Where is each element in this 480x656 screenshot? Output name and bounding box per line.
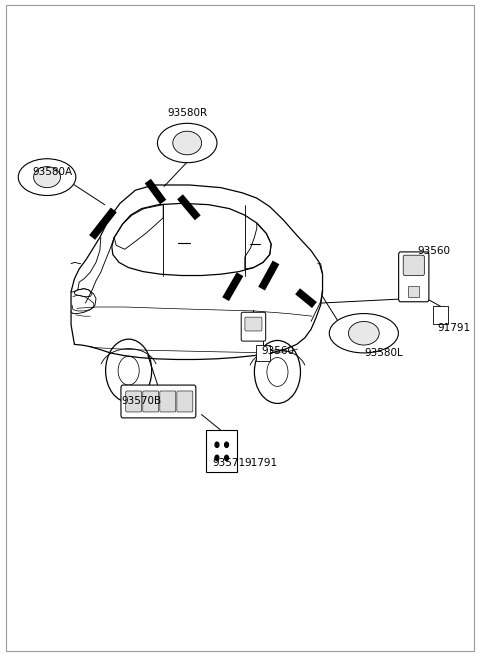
FancyBboxPatch shape: [408, 286, 419, 297]
Text: 93570B: 93570B: [121, 396, 161, 407]
Ellipse shape: [173, 131, 202, 155]
Text: 93571: 93571: [212, 458, 245, 468]
FancyBboxPatch shape: [256, 345, 270, 361]
Text: 91791: 91791: [245, 458, 278, 468]
Text: 91791: 91791: [438, 323, 471, 333]
FancyBboxPatch shape: [143, 391, 159, 412]
Text: 93560: 93560: [262, 346, 295, 356]
FancyBboxPatch shape: [241, 312, 266, 341]
Text: 93580A: 93580A: [33, 167, 73, 177]
Ellipse shape: [329, 314, 398, 353]
FancyBboxPatch shape: [121, 385, 196, 418]
Circle shape: [225, 442, 228, 447]
FancyBboxPatch shape: [126, 391, 142, 412]
Ellipse shape: [157, 123, 217, 163]
Circle shape: [215, 442, 219, 447]
FancyBboxPatch shape: [403, 255, 424, 276]
FancyBboxPatch shape: [177, 391, 193, 412]
FancyBboxPatch shape: [398, 252, 429, 302]
Text: 93560: 93560: [418, 245, 451, 256]
FancyBboxPatch shape: [206, 430, 237, 472]
Text: 93580R: 93580R: [167, 108, 207, 118]
FancyBboxPatch shape: [160, 391, 176, 412]
Circle shape: [225, 455, 228, 461]
FancyBboxPatch shape: [433, 306, 448, 324]
Ellipse shape: [18, 159, 76, 195]
Ellipse shape: [34, 167, 60, 188]
Ellipse shape: [348, 321, 379, 345]
Circle shape: [215, 455, 219, 461]
FancyBboxPatch shape: [245, 317, 262, 331]
Text: 93580L: 93580L: [365, 348, 404, 358]
